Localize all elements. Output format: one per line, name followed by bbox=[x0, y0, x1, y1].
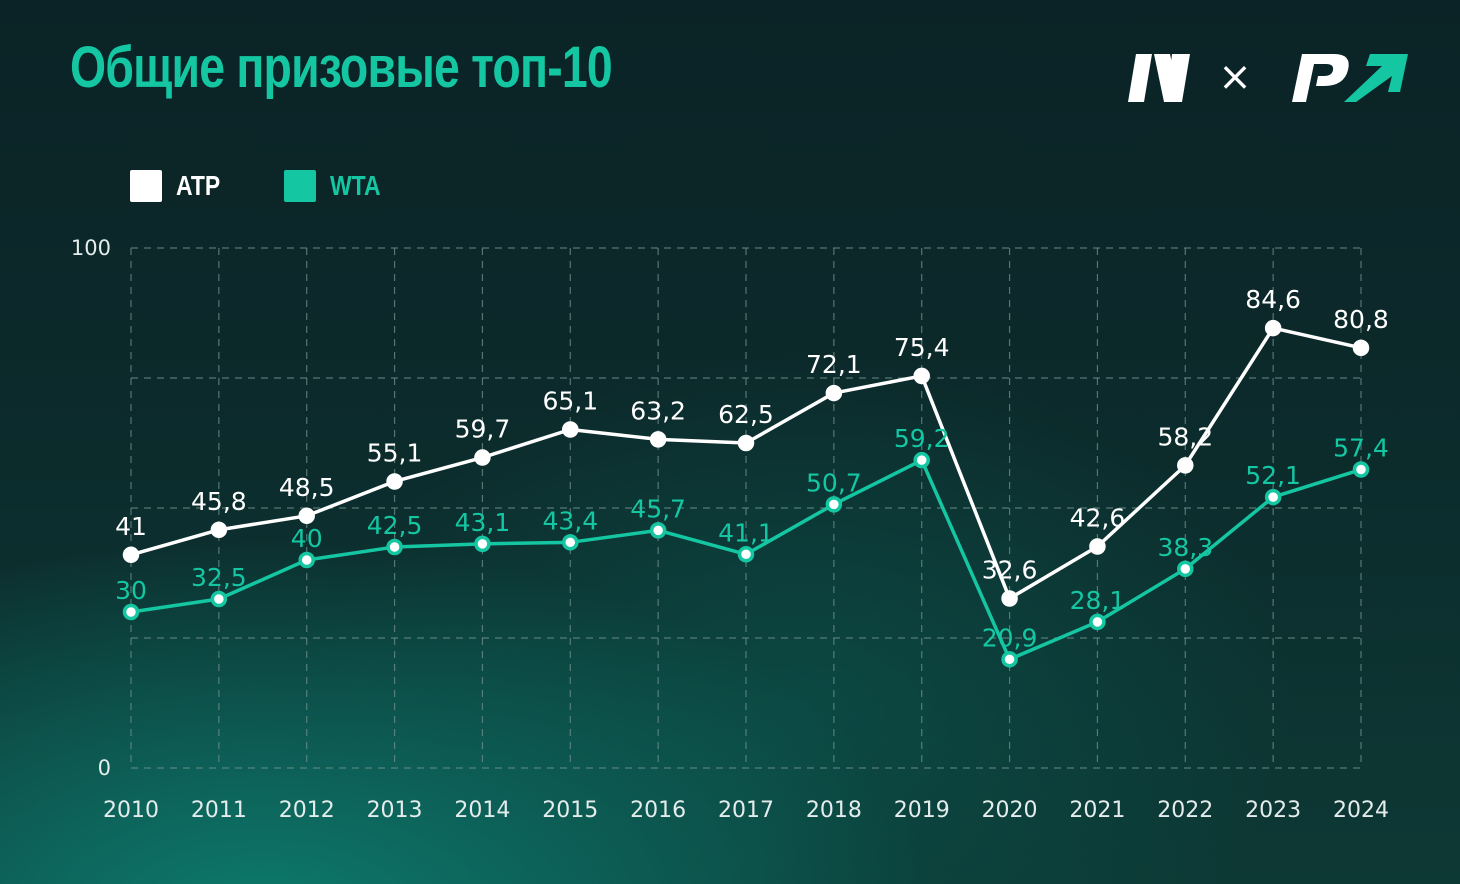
data-point-atp bbox=[122, 546, 140, 564]
x-tick-label: 2024 bbox=[1333, 798, 1389, 823]
brand-logo-right-icon bbox=[1292, 54, 1408, 102]
legend-item-atp: ATP bbox=[130, 170, 230, 202]
x-tick-label: 2023 bbox=[1245, 798, 1301, 823]
y-tick-label: 0 bbox=[98, 756, 111, 780]
data-label-wta: 45,7 bbox=[630, 494, 686, 523]
data-point-wta bbox=[298, 551, 315, 569]
x-tick-label: 2010 bbox=[103, 798, 159, 823]
data-label-wta: 38,3 bbox=[1157, 533, 1213, 562]
data-point-wta bbox=[210, 590, 228, 608]
x-tick-label: 2012 bbox=[279, 798, 335, 823]
legend-swatch-wta bbox=[284, 170, 316, 202]
data-label-wta: 43,4 bbox=[542, 506, 598, 535]
data-point-atp bbox=[1001, 590, 1018, 607]
data-label-atp: 42,6 bbox=[1070, 503, 1126, 532]
data-label-wta: 59,2 bbox=[894, 424, 950, 453]
data-label-wta: 30 bbox=[115, 576, 147, 605]
legend-label-atp: ATP bbox=[176, 170, 221, 201]
data-point-wta bbox=[1177, 560, 1194, 578]
data-point-atp bbox=[1352, 339, 1370, 357]
data-point-wta bbox=[825, 496, 843, 513]
data-label-wta: 32,5 bbox=[191, 563, 247, 592]
data-label-wta: 52,1 bbox=[1245, 461, 1301, 490]
data-point-atp bbox=[913, 367, 930, 385]
data-label-atp: 72,1 bbox=[806, 350, 862, 379]
legend-item-wta: WTA bbox=[284, 170, 392, 202]
data-label-atp: 65,1 bbox=[542, 386, 598, 415]
data-label-atp: 41 bbox=[115, 512, 147, 541]
data-label-wta: 50,7 bbox=[806, 468, 862, 497]
data-point-atp bbox=[298, 507, 315, 525]
x-tick-label: 2015 bbox=[542, 798, 598, 823]
x-tick-label: 2016 bbox=[630, 798, 686, 823]
data-point-atp bbox=[737, 434, 755, 452]
data-point-atp bbox=[1177, 457, 1194, 474]
data-label-wta: 57,4 bbox=[1333, 434, 1389, 463]
data-label-wta: 40 bbox=[291, 524, 323, 553]
data-label-atp: 45,8 bbox=[191, 487, 247, 516]
x-tick-label: 2017 bbox=[718, 798, 774, 823]
x-tick-label: 2022 bbox=[1157, 798, 1213, 823]
data-point-wta bbox=[1352, 461, 1370, 478]
data-point-wta bbox=[562, 534, 579, 551]
y-tick-label: 100 bbox=[71, 236, 111, 260]
x-tick-label: 2020 bbox=[982, 798, 1038, 823]
data-point-atp bbox=[1089, 538, 1106, 555]
x-tick-label: 2018 bbox=[806, 798, 862, 823]
logo-separator: × bbox=[1218, 54, 1252, 100]
data-label-wta: 42,5 bbox=[367, 511, 423, 540]
data-point-wta bbox=[1264, 488, 1282, 506]
data-point-atp bbox=[474, 449, 491, 466]
data-point-atp bbox=[210, 521, 228, 539]
legend-swatch-atp bbox=[130, 170, 162, 202]
data-label-atp: 55,1 bbox=[367, 438, 423, 467]
brand-logo-left-icon bbox=[1128, 54, 1190, 102]
x-tick-label: 2011 bbox=[191, 798, 247, 823]
data-point-atp bbox=[1264, 319, 1282, 337]
data-label-atp: 80,8 bbox=[1333, 305, 1389, 334]
data-point-wta bbox=[649, 522, 667, 539]
brand-logos: × bbox=[1128, 54, 1408, 102]
data-label-atp: 58,2 bbox=[1157, 422, 1213, 451]
data-point-atp bbox=[562, 421, 579, 438]
x-tick-label: 2019 bbox=[894, 798, 950, 823]
data-label-wta: 28,1 bbox=[1070, 586, 1126, 615]
data-label-wta: 41,1 bbox=[718, 518, 774, 547]
data-point-wta bbox=[913, 451, 930, 469]
data-label-atp: 63,2 bbox=[630, 396, 686, 425]
data-point-wta bbox=[1001, 651, 1018, 668]
data-label-wta: 43,1 bbox=[455, 508, 511, 537]
data-label-atp: 84,6 bbox=[1245, 285, 1301, 314]
x-tick-label: 2013 bbox=[367, 798, 423, 823]
x-tick-label: 2014 bbox=[454, 798, 510, 823]
data-point-atp bbox=[649, 431, 667, 448]
data-point-atp bbox=[386, 473, 403, 490]
data-label-wta: 20,9 bbox=[982, 623, 1038, 652]
data-point-wta bbox=[474, 535, 491, 553]
data-point-wta bbox=[386, 538, 403, 556]
data-point-atp bbox=[825, 384, 843, 402]
data-label-atp: 59,7 bbox=[455, 415, 511, 444]
x-tick-label: 2021 bbox=[1069, 798, 1125, 823]
chart-title: Общие призовые топ-10 bbox=[70, 35, 613, 100]
data-label-atp: 75,4 bbox=[894, 333, 950, 362]
data-label-atp: 62,5 bbox=[718, 400, 774, 429]
data-point-wta bbox=[1089, 613, 1106, 631]
data-point-wta bbox=[737, 546, 755, 563]
legend-label-wta: WTA bbox=[330, 170, 381, 201]
data-label-atp: 32,6 bbox=[982, 555, 1038, 584]
data-label-atp: 48,5 bbox=[279, 473, 335, 502]
data-point-wta bbox=[122, 603, 140, 621]
